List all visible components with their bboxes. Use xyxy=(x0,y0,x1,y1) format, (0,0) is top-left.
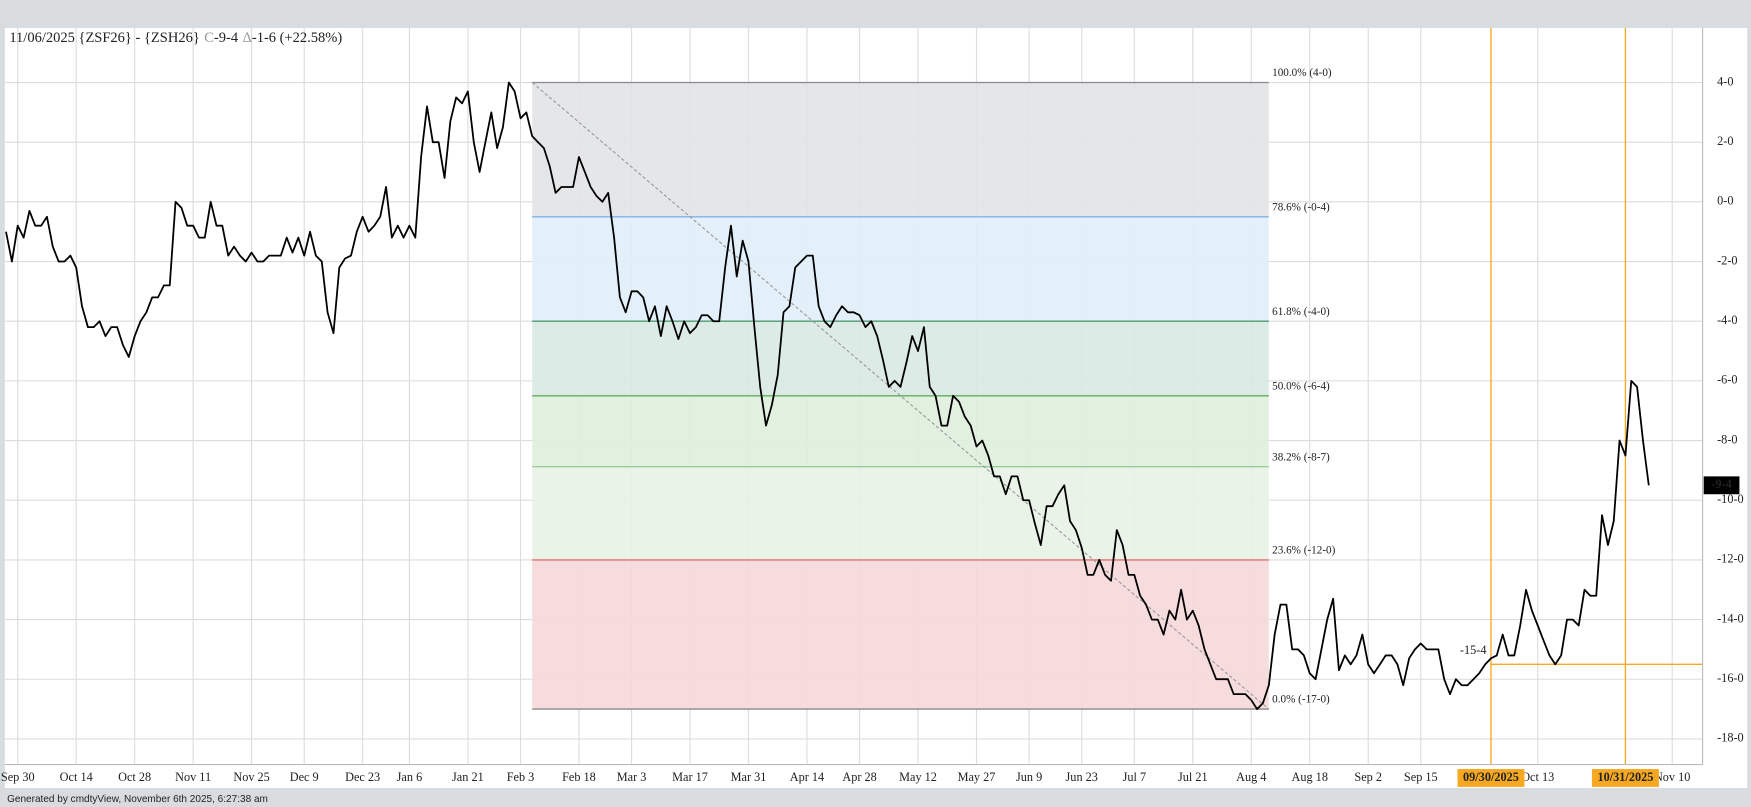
marker-label: 10/31/2025 xyxy=(1597,770,1653,784)
y-tick-label: -8-0 xyxy=(1717,432,1737,446)
change-marker: Δ xyxy=(243,30,252,46)
x-tick-label: Jun 9 xyxy=(1016,770,1042,784)
y-tick-label: -14-0 xyxy=(1717,611,1744,625)
fib-label: 50.0% (-6-4) xyxy=(1272,380,1330,392)
y-tick-label: -16-0 xyxy=(1717,671,1744,685)
x-tick-label: Aug 18 xyxy=(1291,770,1327,784)
y-tick-label: -10-0 xyxy=(1717,492,1744,506)
x-tick-label: Jan 21 xyxy=(452,770,484,784)
x-tick-label: Nov 25 xyxy=(233,770,269,784)
footer: Generated by cmdtyView, November 6th 202… xyxy=(7,794,268,805)
y-tick-label: -6-0 xyxy=(1717,373,1737,387)
fib-label: 78.6% (-0-4) xyxy=(1272,201,1330,213)
y-tick-label: 2-0 xyxy=(1717,134,1733,148)
x-tick-label: Apr 14 xyxy=(790,770,824,784)
last-price-box xyxy=(1703,476,1740,495)
x-tick-label: Mar 3 xyxy=(617,770,647,784)
y-tick-label: 4-0 xyxy=(1717,74,1733,88)
x-tick-label: Mar 17 xyxy=(672,770,708,784)
x-tick-label: Feb 3 xyxy=(507,770,535,784)
x-tick-label: Dec 9 xyxy=(290,770,319,784)
x-tick-label: Sep 30 xyxy=(1,770,35,784)
x-tick-label: Nov 10 xyxy=(1654,770,1690,784)
level-label: -15-4 xyxy=(1460,643,1487,657)
x-tick-label: May 12 xyxy=(899,770,937,784)
fib-label: 61.8% (-4-0) xyxy=(1272,306,1330,318)
x-tick-label: May 27 xyxy=(958,770,996,784)
marker-box xyxy=(1457,769,1525,787)
x-tick-label: Oct 28 xyxy=(118,770,151,784)
y-tick-label: 0-0 xyxy=(1717,194,1733,208)
close: -9-4 xyxy=(214,30,239,46)
y-tick-label: -12-0 xyxy=(1717,552,1744,566)
x-tick-label: Jun 23 xyxy=(1066,770,1098,784)
x-tick-label: Feb 18 xyxy=(562,770,596,784)
fib-band xyxy=(532,559,1269,710)
close-marker: C xyxy=(204,30,214,46)
fib-band xyxy=(532,395,1269,467)
chart-title: 11/06/2025 {ZSF26} - {ZSH26} C-9-4 Δ-1-6 (… xyxy=(9,30,342,46)
marker-label: 09/30/2025 xyxy=(1463,770,1519,784)
x-tick-label: Oct 13 xyxy=(1521,770,1554,784)
change: -1-6 (+22.58%) xyxy=(252,30,342,46)
price-line xyxy=(5,81,1650,711)
marker-box xyxy=(1591,769,1659,787)
fib-band xyxy=(532,466,1269,560)
symbol: 11/06/2025 {ZSF26} - {ZSH26} xyxy=(9,30,199,46)
x-tick-label: Oct 14 xyxy=(60,770,93,784)
x-tick-label: Apr 28 xyxy=(842,770,876,784)
x-tick-label: Dec 23 xyxy=(345,770,380,784)
x-tick-label: Mar 31 xyxy=(731,770,767,784)
x-tick-label: Jul 21 xyxy=(1178,770,1208,784)
fib-label: 100.0% (4-0) xyxy=(1272,67,1332,79)
x-tick-label: Jan 6 xyxy=(397,770,423,784)
y-tick-label: -4-0 xyxy=(1717,313,1737,327)
fib-label: 38.2% (-8-7) xyxy=(1272,451,1330,463)
fib-label: 0.0% (-17-0) xyxy=(1272,694,1330,706)
fib-label: 23.6% (-12-0) xyxy=(1272,545,1335,557)
x-tick-label: Sep 2 xyxy=(1354,770,1382,784)
x-tick-label: Nov 11 xyxy=(175,770,211,784)
y-tick-label: -2-0 xyxy=(1717,253,1737,267)
fib-band xyxy=(532,216,1269,322)
y-tick-label: -18-0 xyxy=(1717,731,1744,745)
fib-band xyxy=(532,82,1269,217)
x-tick-label: Aug 4 xyxy=(1236,770,1266,784)
x-tick-label: Sep 15 xyxy=(1404,770,1438,784)
last-price-label: -9-4 xyxy=(1711,477,1731,491)
x-tick-label: Jul 7 xyxy=(1123,770,1147,784)
